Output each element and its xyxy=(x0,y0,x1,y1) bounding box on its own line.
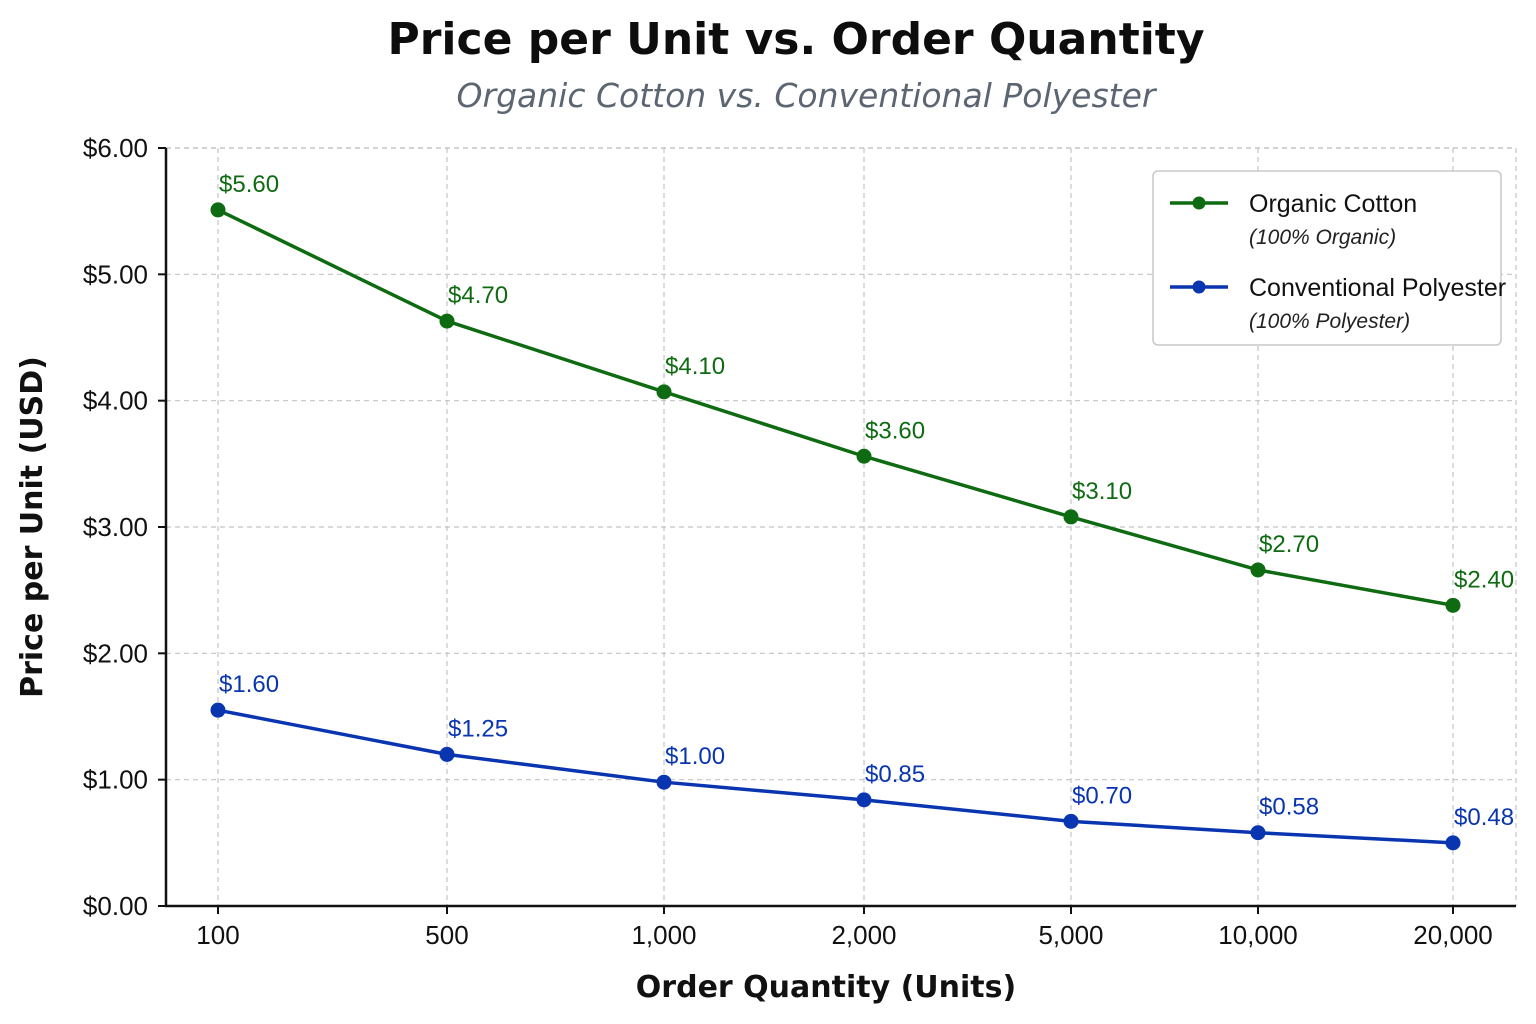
x-tick-label: 1,000 xyxy=(631,920,696,950)
legend-swatch-marker xyxy=(1192,196,1206,210)
data-label: $3.60 xyxy=(865,417,925,444)
data-label: $2.40 xyxy=(1454,566,1514,593)
legend-box xyxy=(1152,170,1502,346)
data-point xyxy=(1250,825,1266,841)
data-label: $1.00 xyxy=(665,743,725,770)
data-point xyxy=(1063,813,1079,829)
data-label: $0.85 xyxy=(865,761,925,788)
axes: $0.00 $1.00 $2.00 $3.00 $4.00 $5.00 $6.00 100 50… xyxy=(15,133,1516,1005)
x-tick-label: 5,000 xyxy=(1038,920,1103,950)
data-label: $1.25 xyxy=(448,715,508,742)
series-line xyxy=(217,708,1454,845)
y-tick-label: $5.00 xyxy=(83,259,148,289)
series-group: $5.60 $4.70 $4.10 $3.60 $3.10 $2.70 $2.40 $1.60… xyxy=(210,171,1514,851)
data-label: $1.60 xyxy=(219,671,279,698)
y-tick-label: $3.00 xyxy=(83,512,148,542)
data-point xyxy=(856,448,872,464)
data-point xyxy=(210,702,226,718)
legend: Organic Cotton (100% Organic) Conventional… xyxy=(1152,170,1506,346)
x-axis-title: Order Quantity (Units) xyxy=(636,970,1016,1005)
data-label: $3.10 xyxy=(1072,478,1132,505)
data-point xyxy=(210,202,226,218)
y-tick-label: $4.00 xyxy=(83,386,148,416)
x-tick-label: 100 xyxy=(196,920,239,950)
data-label: $0.48 xyxy=(1454,804,1514,831)
legend-swatch-marker xyxy=(1192,280,1206,294)
data-label: $0.58 xyxy=(1259,794,1319,821)
series-organic-cotton: $5.60 $4.70 $4.10 $3.60 $3.10 $2.70 $2.40 xyxy=(210,171,1514,613)
data-label: $4.10 xyxy=(665,353,725,380)
data-point xyxy=(1063,509,1079,525)
x-tick-label: 10,000 xyxy=(1218,920,1298,950)
data-point xyxy=(656,384,672,400)
data-point xyxy=(1445,835,1461,851)
legend-sublabel: (100% Organic) xyxy=(1249,226,1396,249)
chart-title: Price per Unit vs. Order Quantity xyxy=(387,14,1205,65)
y-tick-label: $0.00 xyxy=(83,891,148,921)
data-point xyxy=(1445,597,1461,613)
legend-label: Conventional Polyester xyxy=(1249,274,1506,302)
y-tick-label: $2.00 xyxy=(83,638,148,668)
y-tick-label: $6.00 xyxy=(83,133,148,163)
data-point xyxy=(439,746,455,762)
series-conventional-polyester: $1.60 $1.25 $1.00 $0.85 $0.70 $0.58 $0.48 xyxy=(210,671,1514,851)
grid-lines xyxy=(166,147,1517,906)
data-point xyxy=(439,313,455,329)
x-tick-label: 20,000 xyxy=(1413,920,1493,950)
legend-label: Organic Cotton xyxy=(1249,190,1417,218)
data-label: $0.70 xyxy=(1072,782,1132,809)
y-axis-title: Price per Unit (USD) xyxy=(15,356,50,698)
data-point xyxy=(856,792,872,808)
data-label: $2.70 xyxy=(1259,531,1319,558)
data-label: $4.70 xyxy=(448,282,508,309)
y-tick-label: $1.00 xyxy=(83,765,148,795)
data-label: $5.60 xyxy=(219,171,279,198)
x-tick-label: 500 xyxy=(425,920,468,950)
data-point xyxy=(656,774,672,790)
data-point xyxy=(1250,562,1266,578)
x-tick-label: 2,000 xyxy=(831,920,896,950)
legend-sublabel: (100% Polyester) xyxy=(1249,310,1410,333)
chart-subtitle: Organic Cotton vs. Conventional Polyeste… xyxy=(456,76,1156,115)
